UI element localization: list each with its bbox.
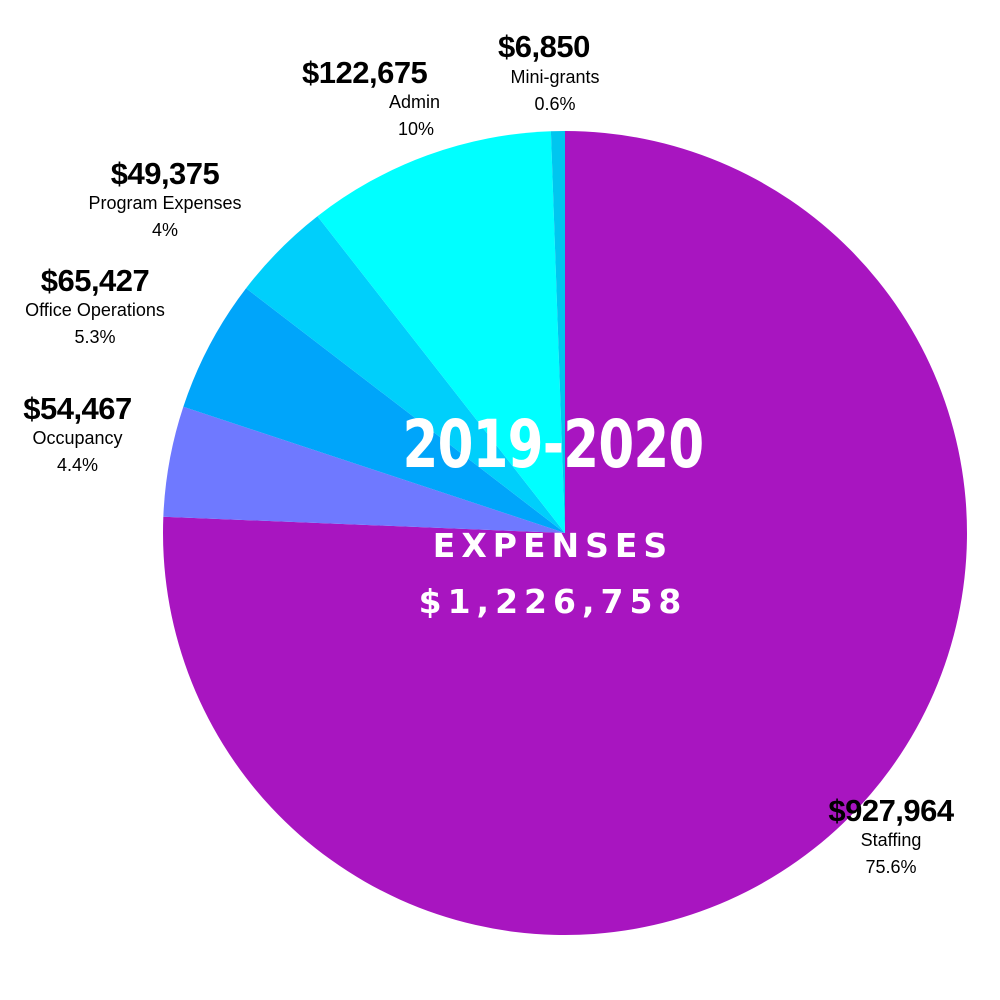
slice-label-admin: $122,675 Admin 10%	[302, 56, 452, 144]
slice-name: Admin	[388, 92, 440, 112]
chart-total: $1,226,758	[418, 582, 688, 621]
slice-name: Office Operations	[25, 300, 165, 320]
chart-subtitle: EXPENSES	[432, 526, 674, 565]
slice-name: Mini-grants	[510, 67, 600, 87]
pie-slice-occupancy	[163, 406, 565, 533]
slice-amount: $927,964	[828, 793, 954, 828]
slice-amount: $65,427	[40, 263, 150, 298]
slice-label-occupancy: $54,467 Occupancy 4.4%	[0, 392, 155, 480]
pie-slice-mini-grants	[550, 131, 565, 533]
slice-percent: 0.6%	[534, 94, 576, 114]
slice-name: Staffing	[860, 830, 922, 850]
slice-percent: 75.6%	[865, 857, 917, 877]
pie-slice-office-operations	[183, 288, 565, 533]
slice-percent: 5.3%	[74, 327, 116, 347]
slice-label-staffing: $927,964 Staffing 75.6%	[781, 794, 1000, 882]
slice-name: Occupancy	[32, 428, 123, 448]
slice-label-office-operations: $65,427 Office Operations 5.3%	[0, 264, 190, 352]
pie-slice-admin	[317, 131, 565, 534]
slice-amount: $122,675	[302, 55, 428, 90]
slice-percent: 10%	[397, 119, 434, 139]
slice-label-mini-grants: $6,850 Mini-grants 0.6%	[480, 30, 630, 118]
slice-amount: $6,850	[498, 29, 590, 64]
slice-percent: 4.4%	[56, 455, 99, 475]
pie-slice-program-expenses	[246, 216, 566, 533]
chart-title: 2019-2020	[402, 406, 705, 483]
slice-percent: 4%	[151, 220, 178, 240]
slice-label-program-expenses: $49,375 Program Expenses 4%	[60, 157, 270, 245]
slice-amount: $49,375	[110, 156, 220, 191]
slice-name: Program Expenses	[88, 193, 242, 213]
slice-amount: $54,467	[23, 391, 132, 426]
